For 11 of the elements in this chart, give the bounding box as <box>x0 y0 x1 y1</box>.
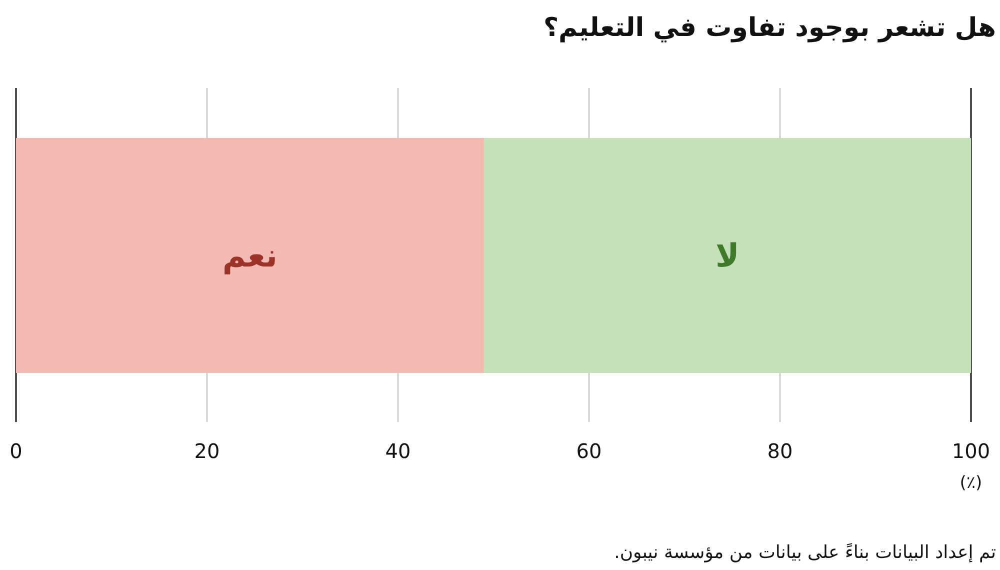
x-tick-label: 0 <box>10 439 22 463</box>
x-tick-label: 20 <box>194 439 220 463</box>
series-label: لا <box>716 236 740 274</box>
x-tick-label: 100 <box>952 439 990 463</box>
x-axis-title: (٪) <box>960 473 982 493</box>
x-tick-label: 60 <box>576 439 602 463</box>
chart-title: هل تشعر بوجود تفاوت في التعليم؟ <box>543 13 996 43</box>
text: تم إعداد البيانات بناءً على بيانات من مؤسسة نيبون. <box>614 542 996 563</box>
x-tick-label: 80 <box>767 439 793 463</box>
series-label: نعم <box>222 236 278 274</box>
x-tick-label: 40 <box>385 439 411 463</box>
